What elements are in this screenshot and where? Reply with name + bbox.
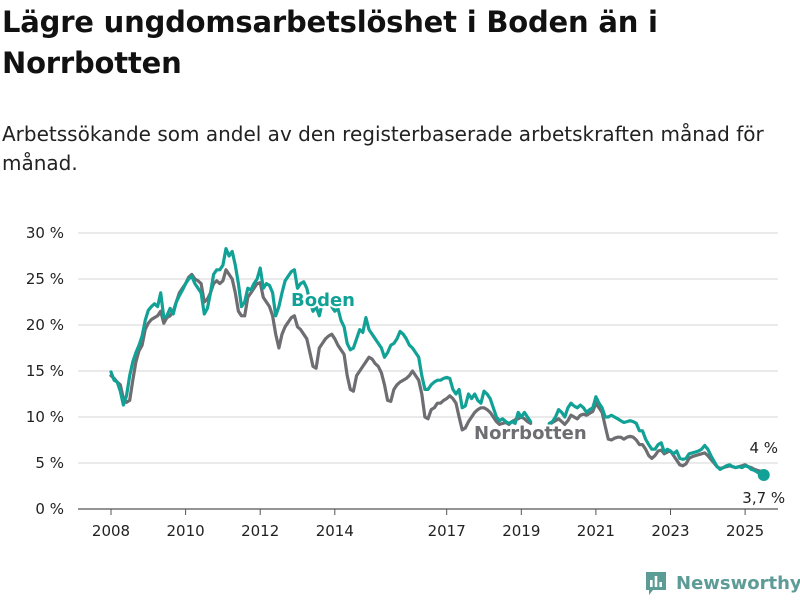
x-tick-label: 2017 [428,522,466,540]
series-lines [109,247,766,477]
x-tick-label: 2008 [92,522,130,540]
newsworthy-logo: Newsworthy [644,568,800,598]
x-tick-label: 2023 [651,522,689,540]
end-value-label-norrbotten: 4 % [749,439,778,457]
x-axis-ticks: 2008 2010 2012 2014 2017 2019 2021 2023 2025 [92,509,764,540]
x-tick-label: 2021 [577,522,615,540]
y-tick-label: 5 % [35,454,64,472]
x-tick-label: 2014 [316,522,354,540]
x-tick-label: 2010 [167,522,205,540]
y-tick-label: 20 % [26,316,64,334]
bar-chart-logo-icon [646,572,666,595]
grid-lines [78,232,778,510]
series-label-boden: Boden [291,290,355,311]
chart-title: Lägre ungdomsarbetslöshet i Boden än i N… [2,5,658,80]
y-tick-label: 30 % [26,224,64,242]
series-end-dot-boden [757,468,770,481]
y-axis-ticks: 0 % 5 % 10 % 15 % 20 % 25 % 30 % [26,224,64,518]
y-tick-label: 0 % [35,500,64,518]
y-tick-label: 25 % [26,270,64,288]
series-label-norrbotten: Norrbotten [474,423,587,444]
series-line-boden [109,247,766,477]
y-tick-label: 10 % [26,408,64,426]
series-labels: Boden 3,7 % Norrbotten 4 % [289,288,785,507]
end-value-label-boden: 3,7 % [742,489,785,507]
chart-subtitle: Arbetssökande som andel av den registerb… [2,122,764,175]
x-tick-label: 2019 [502,522,540,540]
x-tick-label: 2012 [241,522,279,540]
y-tick-label: 15 % [26,362,64,380]
brand-name: Newsworthy [676,572,800,594]
x-tick-label: 2025 [726,522,764,540]
